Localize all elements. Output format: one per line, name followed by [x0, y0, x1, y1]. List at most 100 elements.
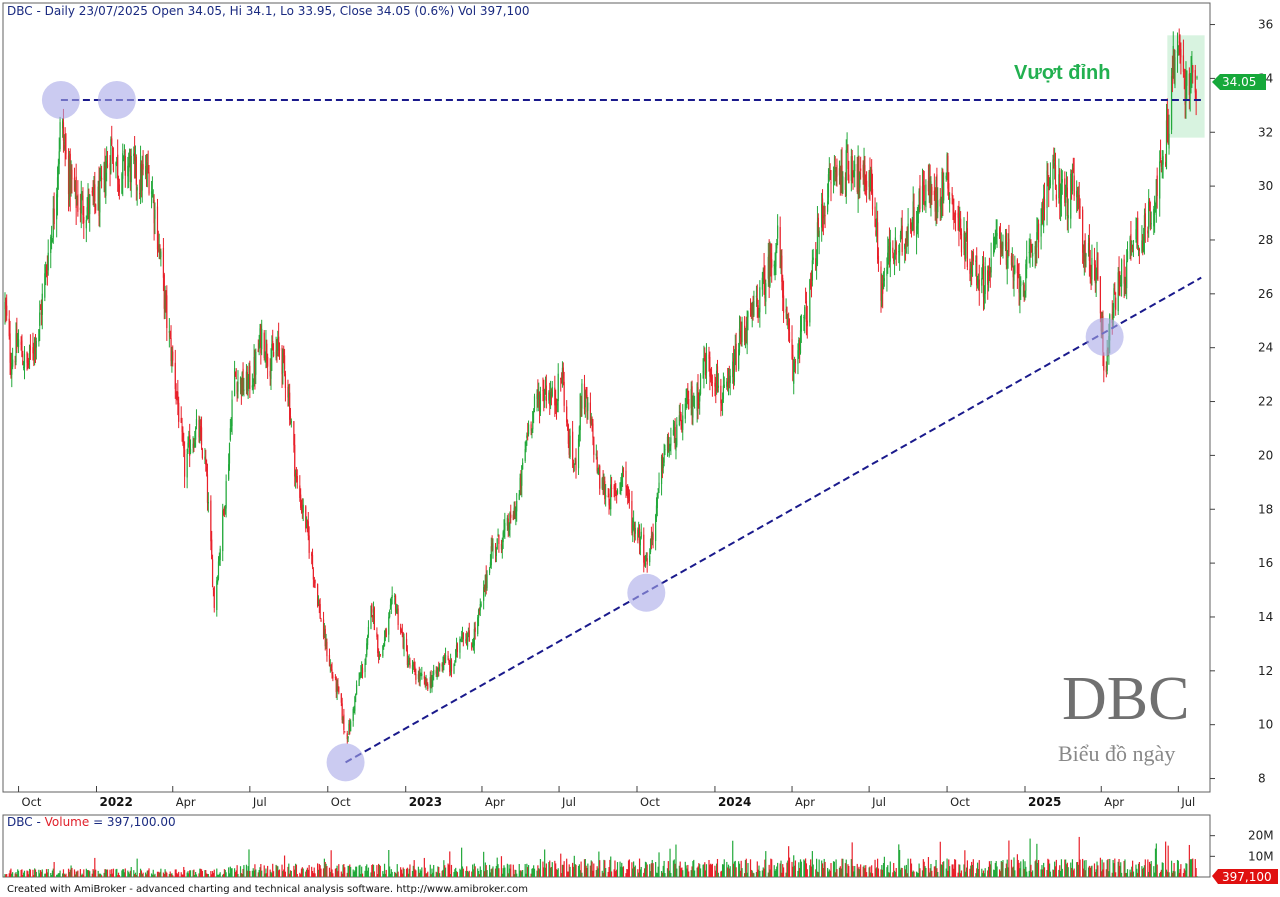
volume-header-label: Volume — [45, 815, 90, 829]
candle-body — [538, 394, 540, 400]
candle-body — [821, 198, 824, 222]
candle-body — [148, 172, 150, 194]
candle-body — [450, 660, 452, 673]
candle-body — [38, 329, 40, 342]
candle-body — [289, 392, 291, 420]
touch-point-marker — [97, 80, 136, 119]
candle-body — [1093, 260, 1096, 266]
candle-body — [431, 679, 433, 689]
candle-body — [145, 165, 147, 175]
candle-body — [670, 437, 672, 446]
candle-body — [939, 198, 941, 207]
candle-body — [900, 228, 902, 231]
candle-body — [764, 278, 766, 299]
candle-body — [472, 644, 474, 648]
candle-body — [686, 393, 688, 396]
candle-body — [471, 643, 473, 650]
candle-body — [45, 266, 47, 274]
candle-body — [1159, 161, 1161, 199]
candle-body — [192, 443, 194, 449]
candle-body — [1177, 45, 1179, 47]
candle-body — [307, 521, 309, 536]
candle-body — [389, 611, 391, 618]
candle-body — [370, 605, 372, 629]
candle-body — [50, 236, 52, 254]
candle-body — [1011, 262, 1013, 266]
candle-body — [818, 230, 820, 238]
vol-tick-label: 10M — [1248, 849, 1274, 863]
candle-body — [763, 268, 765, 283]
candle-body — [727, 380, 730, 384]
candle-body — [189, 448, 192, 454]
x-tick-label: Jul — [561, 795, 576, 809]
candle-body — [1161, 168, 1163, 170]
candle-body — [746, 321, 748, 345]
candle-body — [1123, 259, 1125, 284]
x-tick-label: Jul — [871, 795, 886, 809]
candle-body — [17, 339, 20, 348]
candle-body — [935, 179, 937, 212]
candle-body — [177, 391, 179, 405]
candle-body — [978, 279, 980, 291]
candle-body — [489, 562, 492, 568]
candle-body — [999, 238, 1002, 249]
price-panel — [2, 2, 1211, 793]
candle-body — [715, 384, 717, 391]
candle-body — [738, 328, 741, 353]
candle-body — [875, 230, 877, 236]
candle-body — [444, 657, 446, 663]
candle-body — [1007, 242, 1009, 258]
candle-body — [988, 271, 991, 277]
candle-body — [580, 396, 582, 409]
candle-body — [1130, 234, 1132, 250]
candle-body — [225, 481, 227, 509]
candle-body — [626, 486, 628, 489]
candle-body — [638, 528, 641, 545]
candle-body — [963, 233, 965, 249]
candle-body — [965, 242, 967, 259]
candle-body — [681, 420, 683, 432]
candle-body — [1170, 76, 1173, 130]
candle-body — [860, 168, 862, 171]
candle-body — [1117, 272, 1119, 312]
y-tick-label: 22 — [1258, 395, 1273, 409]
candle-body — [1125, 278, 1127, 285]
candle-body — [660, 456, 663, 485]
candle-body — [239, 377, 242, 385]
candle-body — [1096, 257, 1098, 273]
candle-body — [219, 548, 221, 560]
candle-body — [1012, 265, 1014, 278]
candle-body — [157, 246, 159, 248]
candle-body — [123, 156, 125, 158]
candle-body — [649, 555, 651, 563]
candle-body — [438, 667, 440, 671]
candle-body — [927, 180, 930, 192]
candle-body — [444, 655, 447, 664]
candle-body — [63, 142, 65, 144]
touch-point-marker — [41, 80, 80, 119]
candle-body — [70, 174, 72, 189]
candle-body — [111, 147, 114, 161]
volume-bars — [4, 836, 1198, 877]
footer-credit: Created with AmiBroker - advanced charti… — [7, 884, 528, 895]
candle-body — [834, 167, 836, 169]
candle-body — [1053, 160, 1055, 162]
candle-body — [953, 210, 955, 213]
candle-body — [898, 251, 900, 253]
candle-body — [662, 463, 664, 469]
candle-body — [852, 171, 854, 177]
candle-body — [169, 333, 171, 337]
candle-body — [933, 190, 935, 196]
candle-body — [1097, 252, 1099, 280]
candle-body — [621, 473, 623, 487]
candle-body — [1143, 215, 1146, 241]
candle-body — [716, 366, 719, 391]
candle-body — [693, 405, 695, 407]
candle-body — [1099, 276, 1102, 314]
candle-body — [678, 415, 680, 425]
candle-body — [104, 166, 106, 191]
candle-body — [726, 381, 728, 387]
candle-body — [116, 157, 118, 164]
candle-body — [788, 322, 790, 331]
candle-body — [1085, 253, 1087, 257]
